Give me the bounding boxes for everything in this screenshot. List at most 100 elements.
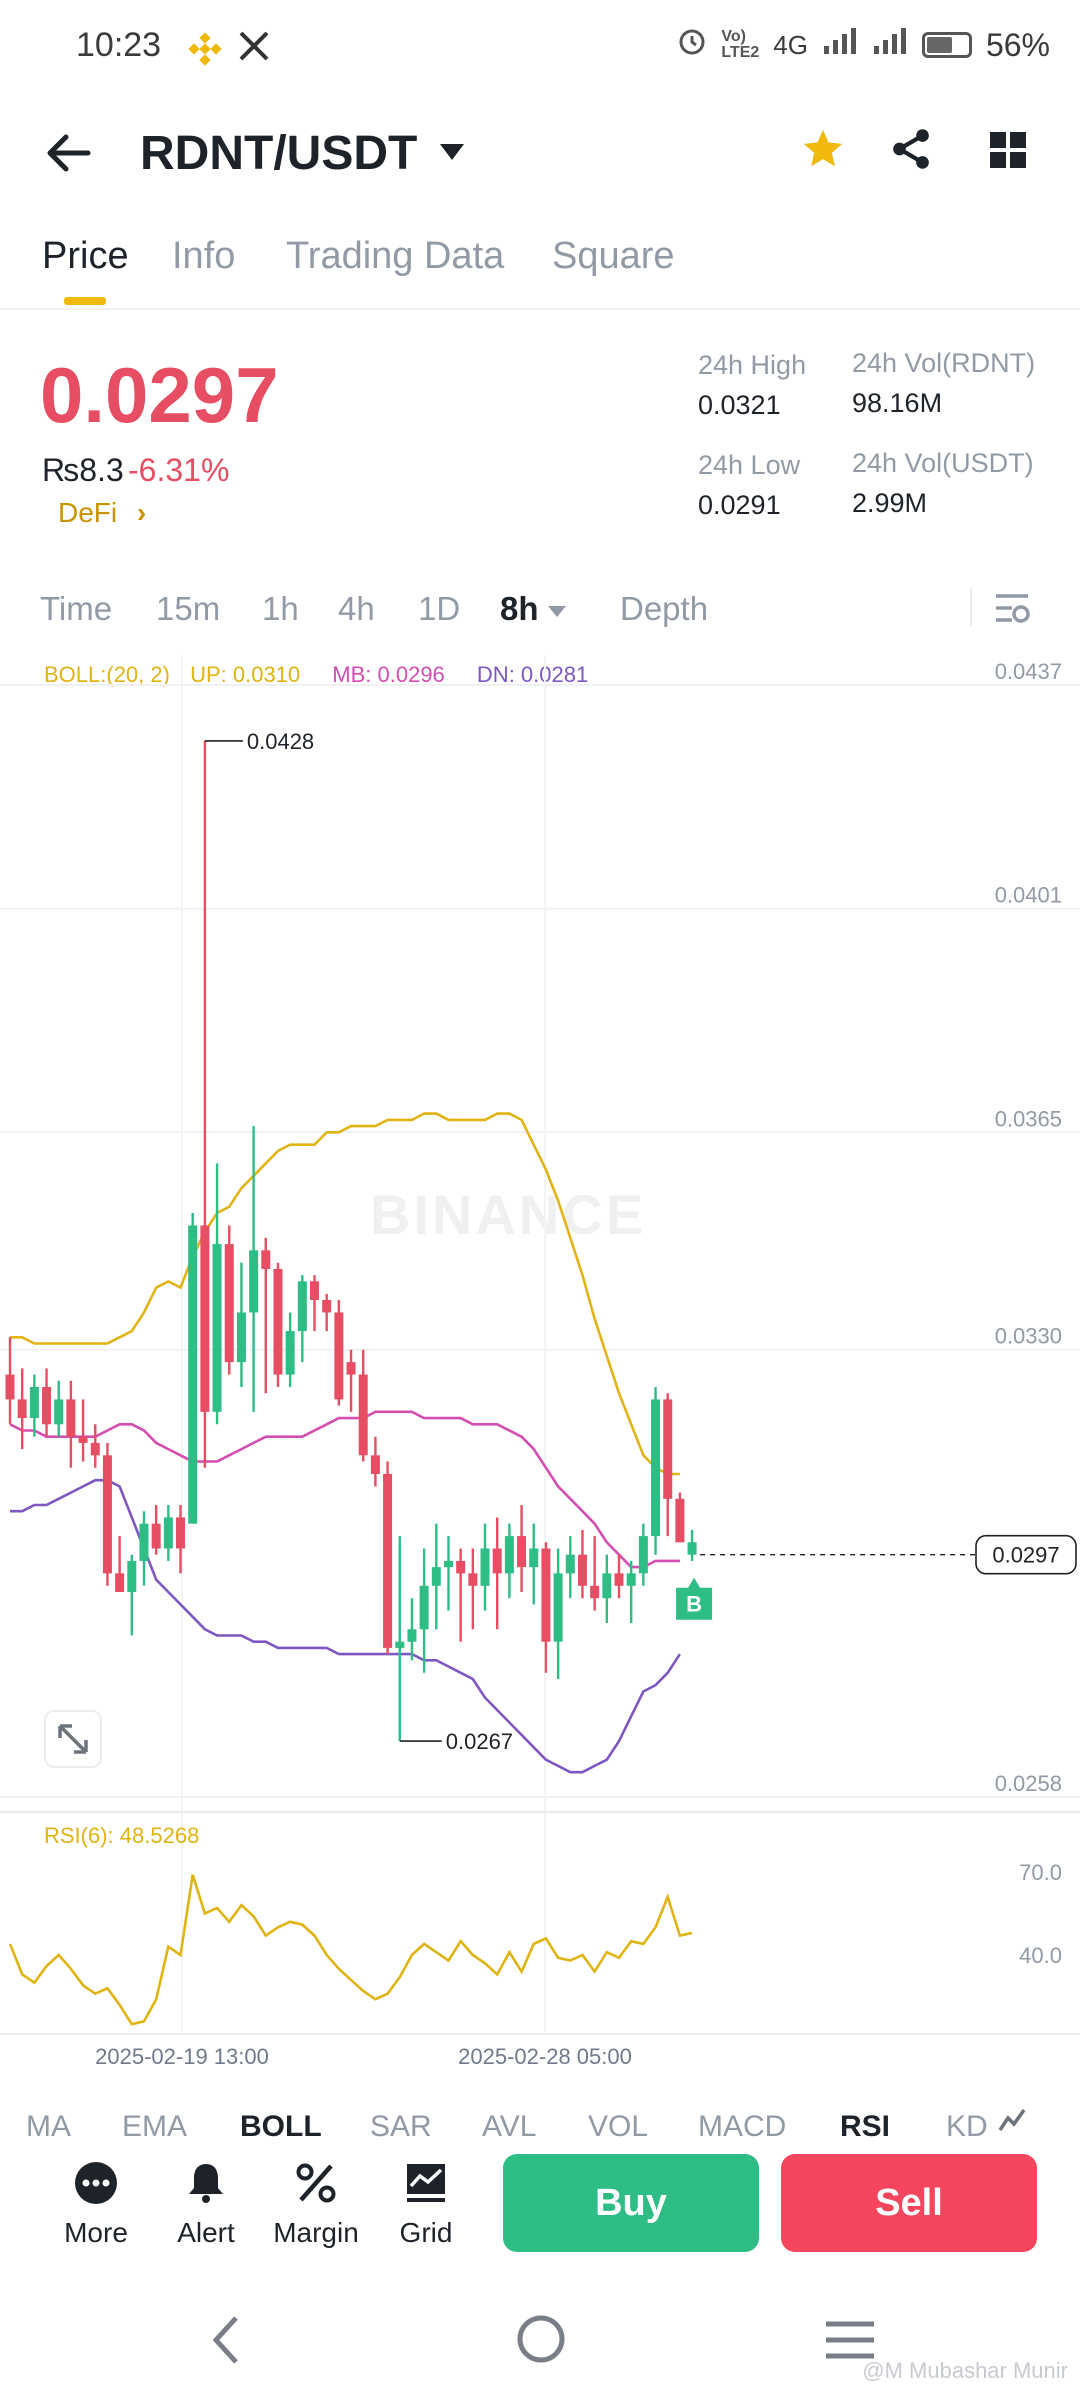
margin-button[interactable]: Margin xyxy=(266,2160,366,2249)
status-indicators: Vo) LTE2 4G 56% xyxy=(677,26,1050,64)
grid-button[interactable]: Grid xyxy=(376,2160,476,2249)
candle-body xyxy=(188,1225,198,1524)
candle-body xyxy=(468,1573,478,1586)
bottom-action-bar: More Alert Margin Grid Buy Sell xyxy=(0,2140,1080,2270)
alert-button[interactable]: Alert xyxy=(156,2160,256,2249)
rsi-axis-label: 70.0 xyxy=(1019,1860,1062,1885)
share-icon[interactable] xyxy=(888,126,934,177)
timeframe-1d[interactable]: 1D xyxy=(418,590,461,627)
rsi-legend: RSI(6): 48.5268 xyxy=(44,1823,199,1848)
vol-quote-label: 24h Vol(USDT) xyxy=(852,448,1034,478)
timeframe-15m[interactable]: 15m xyxy=(156,590,221,627)
last-price: 0.0297 xyxy=(40,351,279,439)
nav-recents-icon[interactable] xyxy=(824,2318,876,2367)
indicator-kd[interactable]: KD xyxy=(946,2110,988,2140)
candle-body xyxy=(90,1442,100,1456)
star-icon[interactable] xyxy=(800,126,846,177)
indicator-ema[interactable]: EMA xyxy=(122,2110,188,2140)
candle-body xyxy=(139,1523,149,1561)
percent-icon xyxy=(296,2163,336,2203)
indicator-rsi[interactable]: RSI xyxy=(840,2110,891,2140)
timeframe-8h[interactable]: 8h xyxy=(500,590,539,627)
back-arrow-icon[interactable] xyxy=(46,132,92,179)
candle-body xyxy=(285,1331,295,1375)
tab-trading-data[interactable]: Trading Data xyxy=(286,235,505,277)
candle-body xyxy=(419,1585,429,1630)
vol-quote-value: 2.99M xyxy=(852,488,928,518)
candle-body xyxy=(261,1250,271,1269)
indicator-tabs: MA EMA BOLL SAR AVL VOL MACD RSI KD xyxy=(0,2090,1080,2140)
candle-body xyxy=(663,1399,673,1499)
candle-body xyxy=(297,1281,307,1332)
y-axis-label: 0.0330 xyxy=(995,1324,1062,1349)
candle-body xyxy=(54,1399,64,1425)
indicator-sar[interactable]: SAR xyxy=(370,2110,432,2140)
page-tabs: Price Info Trading Data Square xyxy=(0,225,1080,310)
timeframe-depth[interactable]: Depth xyxy=(620,590,709,627)
boll-upper-line xyxy=(10,1112,680,1476)
tab-info[interactable]: Info xyxy=(172,235,236,277)
grid-menu-icon[interactable] xyxy=(988,130,1028,175)
nav-home-icon[interactable] xyxy=(514,2312,568,2371)
nav-back-icon[interactable] xyxy=(206,2312,246,2373)
grid-label: Grid xyxy=(399,2217,453,2248)
binance-coin-icon xyxy=(188,32,222,71)
vol-base-label: 24h Vol(RDNT) xyxy=(852,348,1036,378)
sell-button[interactable]: Sell xyxy=(781,2154,1037,2252)
candle-body xyxy=(115,1573,125,1592)
timeframe-bar: Time 15m 1h 4h 1D 8h Depth xyxy=(0,578,1080,644)
boll-legend: BOLL:(20, 2) UP: 0.0310 MB: 0.0296 DN: 0… xyxy=(44,662,588,688)
bell-icon xyxy=(189,2164,223,2203)
chart-settings-icon[interactable] xyxy=(992,588,1032,633)
network-label: 4G xyxy=(773,29,808,60)
indicator-edit-icon[interactable] xyxy=(996,2104,1030,2140)
buy-marker xyxy=(676,1577,713,1620)
category-tag[interactable]: DeFi › xyxy=(58,497,146,529)
candle-body xyxy=(687,1542,697,1555)
timeframe-1h[interactable]: 1h xyxy=(262,590,299,627)
y-axis-label: 0.0258 xyxy=(995,1771,1062,1796)
candle-body xyxy=(553,1573,563,1642)
indicator-ma[interactable]: MA xyxy=(26,2110,71,2140)
tab-price[interactable]: Price xyxy=(42,235,129,277)
timeframe-time[interactable]: Time xyxy=(40,590,113,627)
price-chart[interactable]: 0.0437 0.0401 0.0365 0.0330 0.0258 0.0428 0.02… xyxy=(0,655,1080,2080)
indicator-macd[interactable]: MACD xyxy=(698,2110,787,2140)
indicator-vol[interactable]: VOL xyxy=(588,2110,649,2140)
candle-body xyxy=(675,1498,685,1543)
timeframe-4h[interactable]: 4h xyxy=(338,590,375,627)
indicator-avl[interactable]: AVL xyxy=(482,2110,537,2140)
candle-body xyxy=(224,1244,234,1363)
candle-body xyxy=(383,1473,393,1648)
battery-percent: 56% xyxy=(985,26,1050,63)
candle-body xyxy=(66,1399,76,1437)
indicator-boll[interactable]: BOLL xyxy=(240,2110,322,2140)
margin-label: Margin xyxy=(273,2217,359,2248)
expand-chart-button[interactable] xyxy=(44,1710,102,1768)
pair-title[interactable]: RDNT/USDT xyxy=(140,127,418,180)
buy-marker-label: B xyxy=(686,1592,702,1617)
more-button[interactable]: More xyxy=(46,2160,146,2249)
more-label: More xyxy=(64,2217,128,2248)
alert-label: Alert xyxy=(177,2217,235,2248)
divider xyxy=(970,588,972,626)
candle-body xyxy=(42,1386,52,1425)
boll-params: BOLL:(20, 2) xyxy=(44,662,170,687)
y-axis-label: 0.0437 xyxy=(995,659,1062,684)
system-nav-bar xyxy=(0,2290,1080,2400)
y-axis-label: 0.0365 xyxy=(995,1106,1062,1131)
candle-body xyxy=(590,1585,600,1599)
candle-body xyxy=(29,1386,39,1419)
timeframe-dropdown-icon[interactable] xyxy=(548,606,566,617)
current-price-label: 0.0297 xyxy=(992,1543,1059,1568)
low-label: 24h Low xyxy=(698,450,801,480)
candle-body xyxy=(17,1399,27,1419)
candle-body xyxy=(529,1548,539,1568)
boll-lower-line xyxy=(10,1478,681,1774)
tab-square[interactable]: Square xyxy=(552,235,675,277)
buy-button[interactable]: Buy xyxy=(503,2154,759,2252)
low-value: 0.0291 xyxy=(698,490,781,520)
pair-dropdown-icon[interactable] xyxy=(440,144,464,160)
candle-body xyxy=(310,1281,319,1301)
candle-body xyxy=(638,1536,648,1574)
